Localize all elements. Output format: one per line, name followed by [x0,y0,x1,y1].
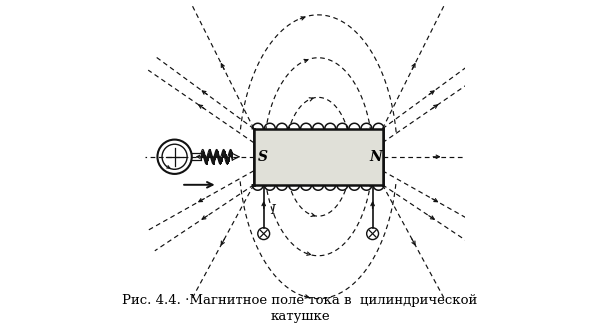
Text: I: I [271,205,275,217]
Bar [254,129,383,185]
Text: Рис. 4.4. ·Магнитное поле тока в  цилиндрической: Рис. 4.4. ·Магнитное поле тока в цилиндр… [122,294,478,308]
Text: S: S [257,150,268,164]
Text: N: N [370,150,382,164]
Text: катушке: катушке [270,310,330,323]
